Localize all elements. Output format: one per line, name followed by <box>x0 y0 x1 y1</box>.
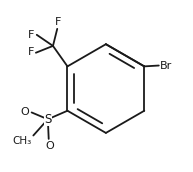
Text: O: O <box>45 141 54 151</box>
Text: CH₃: CH₃ <box>13 136 32 146</box>
Text: F: F <box>55 17 61 27</box>
Text: Br: Br <box>160 61 172 71</box>
Text: F: F <box>28 47 34 57</box>
Text: F: F <box>28 30 35 40</box>
Text: O: O <box>21 107 30 117</box>
Text: S: S <box>44 113 52 126</box>
